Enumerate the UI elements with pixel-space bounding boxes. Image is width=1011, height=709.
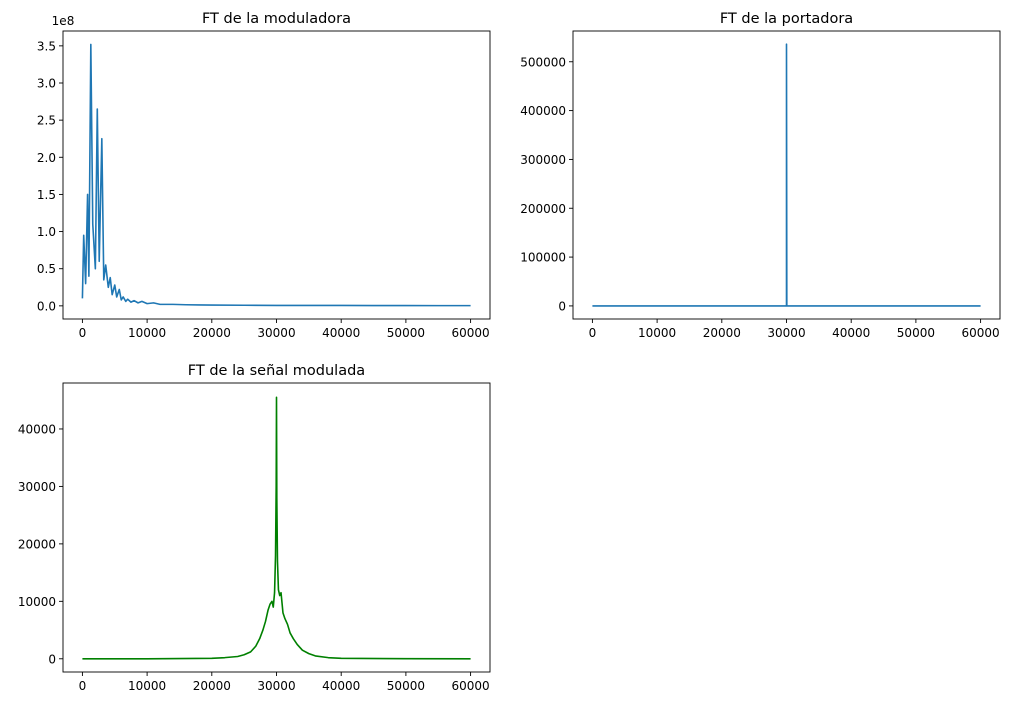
y-tick-label: 400000: [520, 104, 566, 118]
x-tick-label: 40000: [832, 326, 870, 340]
series-line-0: [81, 43, 471, 307]
subplot-modulada: 0 10000 20000 30000 40000 50000 60000 0 10000 200…: [18, 363, 491, 693]
x-tick-label: 60000: [451, 326, 489, 340]
y-tick-label: 0: [48, 652, 56, 666]
y-offset-label: 1e8: [52, 14, 75, 28]
y-tick-label: 100000: [520, 251, 566, 265]
x-tick-label: 30000: [257, 326, 295, 340]
chart-title: FT de la moduladora: [202, 11, 351, 27]
x-tick-label: 0: [79, 679, 87, 693]
y-tick-label: 3.0: [37, 76, 56, 90]
x-tick-label: 0: [79, 326, 87, 340]
y-tick-label: 0.5: [37, 262, 56, 276]
x-tick-label: 60000: [451, 679, 489, 693]
x-tick-label: 50000: [387, 326, 425, 340]
x-tick-label: 50000: [387, 679, 425, 693]
x-tick-label: 10000: [128, 679, 166, 693]
x-tick-label: 10000: [638, 326, 676, 340]
series-line-0: [82, 396, 471, 660]
y-tick-label: 30000: [18, 480, 56, 494]
x-tick-label: 20000: [193, 679, 231, 693]
y-tick-label: 0.0: [37, 299, 56, 313]
y-tick-label: 10000: [18, 595, 56, 609]
y-tick-label: 300000: [520, 153, 566, 167]
x-tick-label: 10000: [128, 326, 166, 340]
x-tick-label: 40000: [322, 326, 360, 340]
x-tick-label: 30000: [767, 326, 805, 340]
x-tick-label: 20000: [193, 326, 231, 340]
y-tick-label: 0: [558, 299, 566, 313]
x-tick-label: 60000: [961, 326, 999, 340]
y-tick-label: 200000: [520, 202, 566, 216]
x-tick-label: 30000: [257, 679, 295, 693]
chart-title: FT de la señal modulada: [188, 363, 365, 379]
y-tick-label: 40000: [18, 422, 56, 436]
x-tick-label: 50000: [897, 326, 935, 340]
axes-frame: [62, 30, 491, 320]
y-tick-label: 2.5: [37, 114, 56, 128]
series-line-0: [592, 43, 981, 307]
subplot-moduladora: 0 10000 20000 30000 40000 50000 60000 0.0 0.5 1.0…: [37, 11, 491, 340]
x-tick-label: 0: [589, 326, 597, 340]
y-tick-label: 20000: [18, 537, 56, 551]
y-tick-label: 1.0: [37, 225, 56, 239]
subplot-portadora: 0 10000 20000 30000 40000 50000 60000 0 100000 20…: [520, 11, 1001, 340]
x-tick-label: 20000: [703, 326, 741, 340]
chart-title: FT de la portadora: [720, 11, 853, 27]
x-tick-label: 40000: [322, 679, 360, 693]
y-tick-label: 1.5: [37, 188, 56, 202]
y-tick-label: 2.0: [37, 151, 56, 165]
y-tick-label: 500000: [520, 55, 566, 69]
y-tick-label: 3.5: [37, 39, 56, 53]
